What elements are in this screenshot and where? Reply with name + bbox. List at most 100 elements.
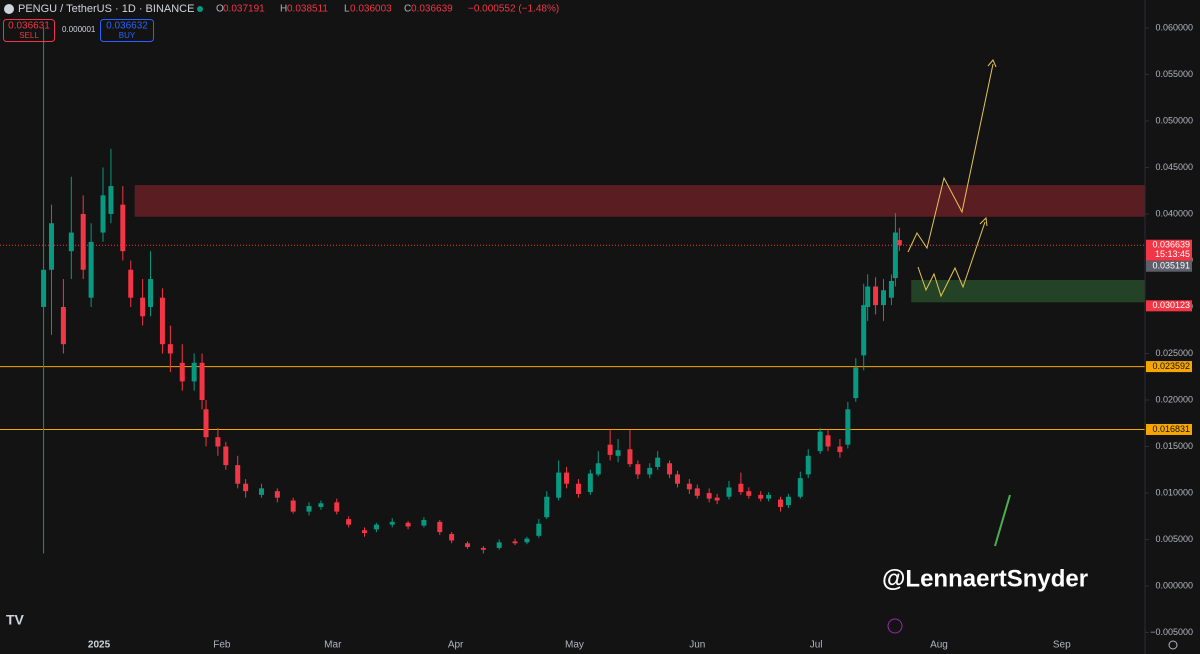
y-tick-label: 0.060000 — [1155, 22, 1193, 32]
watermark: @LennaertSnyder — [882, 565, 1088, 592]
change: −0.000552 (−1.48%) — [468, 4, 559, 15]
candle-body — [587, 473, 593, 493]
candle-body — [159, 297, 165, 345]
candle-body — [258, 488, 264, 495]
candle-body — [421, 520, 427, 526]
candle-body — [405, 522, 411, 527]
candle-body — [191, 362, 197, 382]
candle-body — [845, 409, 851, 445]
candle-body — [655, 457, 661, 467]
candle-body — [544, 496, 550, 518]
candle-body — [607, 444, 613, 455]
candle-body — [480, 547, 486, 550]
y-tick-label: −0.005000 — [1150, 627, 1193, 637]
candle-body — [60, 306, 66, 345]
candle-body — [140, 297, 146, 317]
settings-icon[interactable] — [1168, 640, 1178, 650]
x-tick-label: Aug — [930, 640, 948, 651]
price-label-box — [1146, 260, 1192, 272]
candle-body — [667, 463, 673, 475]
candle-body — [120, 204, 126, 252]
candle-body — [167, 344, 173, 354]
candle-body — [306, 506, 312, 512]
ohlc-key: C — [404, 4, 411, 15]
candle-body — [873, 286, 879, 306]
sell-price[interactable]: 0.036631 — [8, 21, 50, 32]
ohlc-value: 0.037191 — [223, 4, 265, 15]
candle-body — [41, 269, 47, 307]
candle-body — [738, 483, 744, 493]
y-tick-label: 0.005000 — [1155, 534, 1193, 544]
ohlc-key: L — [344, 4, 350, 15]
candle-body — [373, 524, 379, 530]
projection-path — [907, 63, 994, 253]
x-tick-label: Feb — [213, 640, 231, 651]
candle-body — [686, 483, 692, 490]
candle-body — [595, 463, 601, 475]
candle-body — [778, 499, 784, 507]
candle-body — [243, 483, 249, 492]
candle-body — [179, 362, 185, 382]
candle-body — [223, 446, 229, 466]
sell-button[interactable] — [3, 19, 55, 42]
candle-body — [80, 213, 86, 270]
arrow-head — [987, 59, 997, 68]
market-status — [197, 6, 203, 12]
candle-body — [128, 269, 134, 298]
x-tick-label: Mar — [324, 640, 342, 651]
price-label: 0.016831 — [1152, 424, 1190, 434]
candle-body — [575, 483, 581, 494]
candle-body — [706, 493, 712, 499]
candle-body — [817, 431, 823, 452]
price-label-box — [1146, 423, 1192, 435]
candle-body — [49, 223, 55, 270]
candle-body — [881, 290, 887, 306]
candle-body — [512, 541, 518, 544]
price-label: 0.023592 — [1152, 361, 1190, 371]
price-label-box — [1146, 361, 1192, 373]
sell-label[interactable]: SELL — [19, 31, 39, 40]
y-tick-label: 0.020000 — [1155, 394, 1193, 404]
candle-body — [805, 455, 811, 475]
candle-body — [465, 543, 471, 547]
symbol: PENGU / TetherUS · 1D · BINANCE — [18, 3, 194, 15]
y-tick-label: 0.055000 — [1155, 69, 1193, 79]
x-tick-label: Jul — [810, 640, 823, 651]
lightning-icon[interactable] — [887, 618, 903, 634]
candle-body — [746, 491, 752, 496]
candle-body — [564, 472, 570, 484]
candle-body — [290, 500, 296, 512]
candle-body — [892, 232, 898, 279]
candle-body — [346, 519, 352, 525]
countdown: 15:13:45 — [1155, 249, 1190, 259]
candle-body — [726, 487, 732, 497]
y-tick-label: 0.025000 — [1155, 348, 1193, 358]
candle-body — [556, 472, 562, 498]
buy-label[interactable]: BUY — [119, 31, 136, 40]
y-tick-label: 0.050000 — [1155, 115, 1193, 125]
candle-body — [766, 494, 772, 499]
candle-body — [536, 523, 542, 536]
plot-area — [0, 27, 1149, 643]
candle-body — [647, 467, 653, 475]
candle-body — [88, 241, 94, 298]
candle-body — [797, 478, 803, 497]
header: PENGU / TetherUS · 1D · BINANCE O 0.0371… — [3, 3, 559, 42]
buy-price[interactable]: 0.036632 — [106, 21, 148, 32]
candle-body — [861, 305, 867, 356]
price-label: 0.036639 — [1152, 240, 1190, 250]
buy-button[interactable] — [100, 19, 154, 42]
candle-body — [334, 502, 340, 512]
ohlc-value: 0.036639 — [411, 4, 453, 15]
candle-body — [714, 497, 720, 501]
x-tick-label: Jun — [689, 640, 705, 651]
candle-body — [524, 538, 530, 543]
y-tick-label: 0.000000 — [1155, 580, 1193, 590]
zone — [134, 185, 1146, 217]
price-label: 0.035191 — [1152, 261, 1190, 271]
ohlc-value: 0.036003 — [350, 4, 392, 15]
candle-body — [694, 488, 700, 496]
candle-body — [615, 450, 621, 456]
x-tick-label: 2025 — [88, 640, 111, 651]
candle-body — [635, 464, 641, 475]
